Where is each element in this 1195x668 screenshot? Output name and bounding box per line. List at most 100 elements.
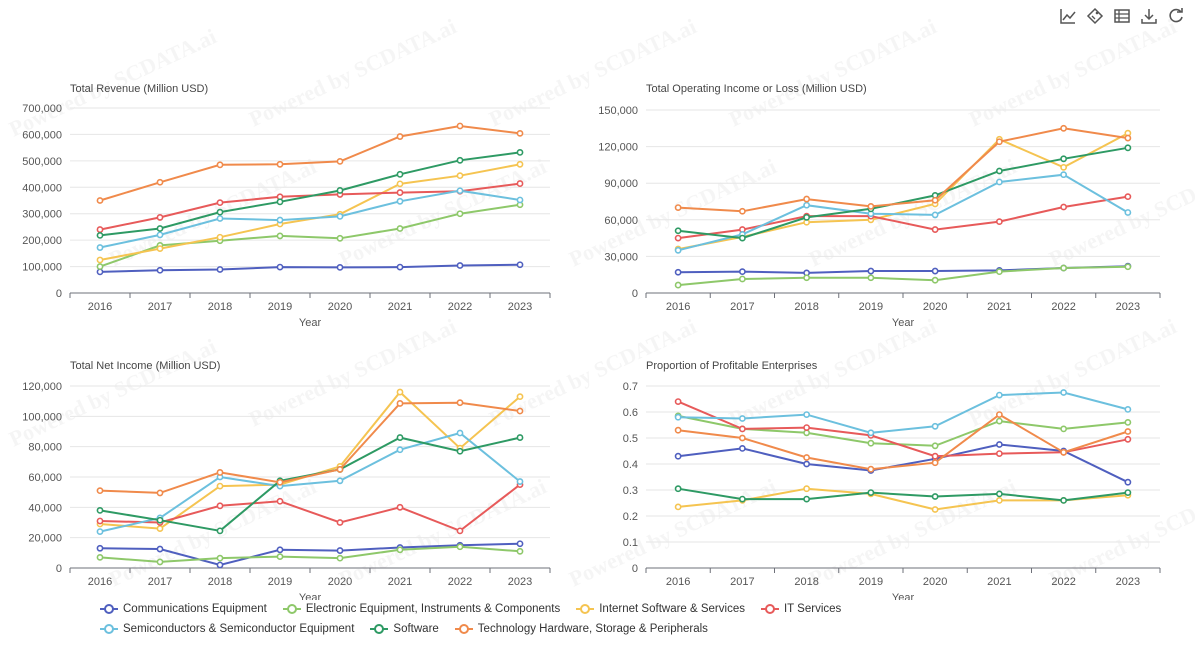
- data-point: [456, 399, 464, 407]
- line-chart-icon[interactable]: [1058, 6, 1077, 25]
- y-tick-label: 30,000: [604, 251, 638, 263]
- data-point: [456, 122, 464, 130]
- x-tick-label: 2019: [859, 576, 883, 588]
- data-point: [456, 527, 464, 535]
- legend-item[interactable]: Electronic Equipment, Instruments & Comp…: [282, 600, 560, 618]
- data-point: [1124, 134, 1132, 142]
- legend-item[interactable]: Semiconductors & Semiconductor Equipment: [100, 620, 354, 638]
- y-tick-label: 0.3: [623, 485, 638, 497]
- y-tick-label: 0: [56, 288, 62, 300]
- data-point: [396, 546, 404, 554]
- data-point: [738, 434, 746, 442]
- y-tick-label: 40,000: [28, 502, 62, 514]
- y-tick-label: 80,000: [28, 442, 62, 454]
- bar-chart-icon[interactable]: [1085, 6, 1104, 25]
- x-tick-label: 2018: [208, 301, 232, 313]
- data-point: [216, 215, 224, 222]
- legend-symbol-icon: [100, 604, 118, 614]
- data-point: [867, 439, 875, 447]
- legend-symbol-icon: [760, 604, 779, 614]
- data-point: [216, 502, 224, 510]
- data-point: [516, 393, 524, 401]
- x-axis-label: Year: [299, 592, 322, 600]
- chart-toolbox: [1058, 6, 1185, 25]
- data-point: [995, 167, 1003, 175]
- data-point: [803, 460, 811, 468]
- series-line: [677, 443, 1129, 484]
- x-tick-label: 2022: [448, 301, 472, 313]
- legend-label: Internet Software & Services: [599, 603, 745, 615]
- data-point: [674, 281, 682, 289]
- data-point: [456, 172, 464, 180]
- x-tick-label: 2019: [268, 576, 292, 588]
- y-tick-label: 300,000: [22, 209, 62, 221]
- x-tick-label: 2021: [987, 301, 1011, 313]
- data-point: [1060, 203, 1068, 211]
- data-point: [1060, 163, 1068, 171]
- data-point: [456, 210, 464, 218]
- data-view-icon[interactable]: [1112, 6, 1131, 25]
- data-point: [995, 268, 1003, 276]
- data-point: [336, 477, 344, 485]
- y-tick-label: 700,000: [22, 103, 62, 115]
- legend-item[interactable]: Software: [370, 620, 439, 638]
- series-line: [99, 203, 521, 268]
- data-point: [1124, 193, 1132, 201]
- data-point: [336, 234, 344, 242]
- data-point: [396, 225, 404, 232]
- data-point: [803, 213, 811, 221]
- data-point: [931, 452, 939, 460]
- data-point: [96, 226, 104, 233]
- legend-item[interactable]: Technology Hardware, Storage & Periphera…: [454, 620, 708, 638]
- legend-symbol-icon: [282, 604, 301, 614]
- legend-item[interactable]: Internet Software & Services: [576, 600, 745, 618]
- data-point: [803, 274, 811, 282]
- data-point: [276, 546, 284, 554]
- chart-title: Total Revenue (Million USD): [70, 83, 208, 95]
- data-point: [867, 465, 875, 473]
- data-point: [803, 195, 811, 203]
- data-point: [1124, 478, 1132, 486]
- data-point: [1124, 418, 1132, 426]
- y-tick-label: 0: [632, 288, 638, 300]
- chart-1: Total Revenue (Million USD) 0 100,000 200,0…: [22, 83, 551, 329]
- data-point: [396, 189, 404, 196]
- legend-item[interactable]: IT Services: [760, 600, 841, 618]
- data-point: [931, 493, 939, 500]
- data-point: [738, 207, 746, 215]
- y-tick-label: 100,000: [22, 262, 62, 274]
- data-point: [674, 413, 682, 421]
- data-point: [96, 244, 104, 251]
- data-point: [516, 407, 524, 415]
- data-point: [336, 187, 344, 194]
- x-axis-label: Year: [892, 317, 915, 329]
- data-point: [803, 495, 811, 503]
- data-point: [931, 442, 939, 450]
- series-line: [677, 487, 1129, 502]
- data-point: [396, 503, 404, 511]
- data-point: [1124, 405, 1132, 413]
- restore-icon[interactable]: [1166, 6, 1185, 25]
- series-line: [678, 265, 1128, 287]
- chart-title: Total Operating Income or Loss (Million …: [646, 83, 867, 95]
- x-tick-label: 2022: [448, 576, 472, 588]
- data-point: [276, 198, 284, 206]
- data-point: [738, 425, 746, 433]
- data-point: [803, 411, 811, 418]
- data-point: [803, 485, 811, 493]
- data-point: [1060, 124, 1068, 132]
- x-tick-label: 2019: [268, 301, 292, 313]
- download-icon[interactable]: [1139, 6, 1158, 25]
- x-tick-label: 2022: [1051, 576, 1075, 588]
- data-point: [456, 543, 464, 551]
- x-tick-label: 2022: [1051, 301, 1075, 313]
- series-line: [99, 483, 521, 532]
- y-tick-label: 500,000: [22, 156, 62, 168]
- legend-label: Software: [393, 623, 439, 635]
- data-point: [216, 208, 224, 216]
- series-line: [99, 189, 521, 249]
- data-point: [336, 263, 344, 271]
- data-point: [738, 275, 746, 283]
- data-point: [738, 415, 746, 422]
- legend-item[interactable]: Communications Equipment: [100, 600, 267, 618]
